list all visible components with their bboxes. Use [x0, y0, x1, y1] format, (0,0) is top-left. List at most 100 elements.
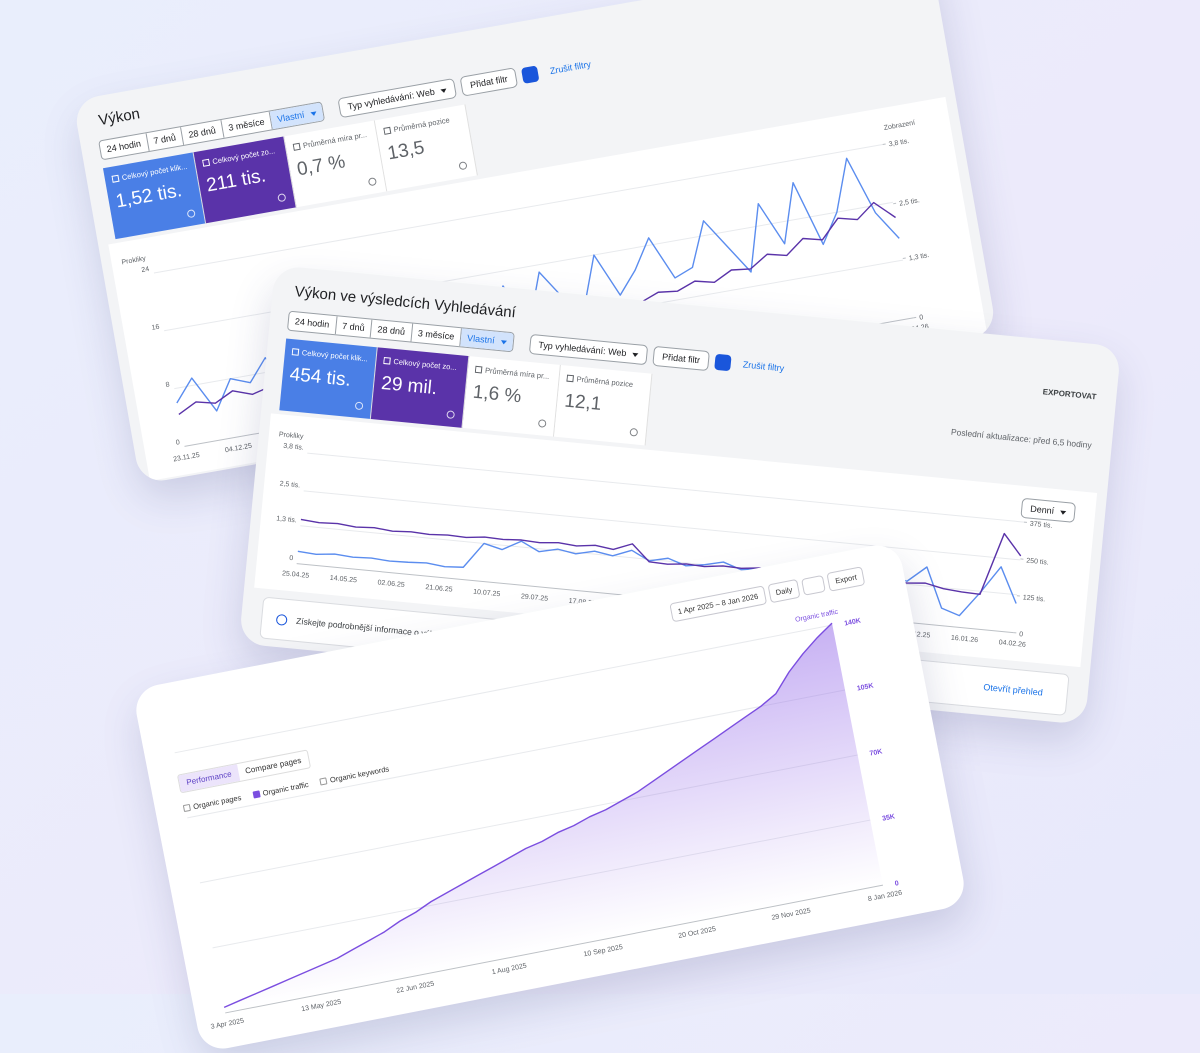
metric-card[interactable]: Průměrná pozice 12,1 [554, 365, 652, 445]
add-filter[interactable]: Přidat filtr [460, 67, 519, 96]
export-button[interactable]: EXPORTOVAT [1042, 387, 1096, 401]
range-chip[interactable]: Vlastní [270, 103, 324, 130]
x-tick-label: 14.05.25 [329, 575, 357, 585]
metric-label-text: Celkový počet zo... [393, 357, 457, 372]
filter-icon[interactable] [714, 354, 731, 371]
open-report[interactable]: Otevřít přehled [983, 682, 1043, 698]
x-tick-label: 3 Apr 2025 [210, 1018, 245, 1031]
tick-mark [913, 317, 916, 318]
range-chip[interactable]: Vlastní [460, 328, 513, 351]
filter-chip[interactable]: Typ vyhledávání: Web [528, 334, 648, 365]
checkbox [293, 143, 301, 151]
checkbox-box [183, 804, 191, 812]
left-axis-label: Prokliky [121, 255, 147, 266]
clear-filters[interactable]: Zrušit filtry [742, 359, 784, 373]
x-tick-label: 29 Nov 2025 [771, 907, 811, 921]
metric-card[interactable]: Celkový počet klik...1,52 tis. [103, 152, 206, 239]
right-axis-label: Zobrazení [883, 120, 915, 132]
range-chip[interactable]: 24 hodin [99, 133, 149, 159]
grid-line [300, 526, 1017, 595]
range-chip[interactable]: 24 hodin [288, 312, 337, 334]
y-tick-label: 140K [844, 618, 862, 628]
x-tick-label: 20 Oct 2025 [678, 926, 717, 940]
x-tick-label: 22 Jun 2025 [396, 981, 435, 995]
help-icon [446, 410, 455, 419]
help-icon [187, 209, 196, 218]
metric-value: 0,7 % [295, 146, 375, 181]
y2-tick-label: 125 tis. [1022, 594, 1045, 603]
tick-mark [893, 203, 896, 204]
x-tick-label: 10.07.25 [473, 589, 501, 599]
tick-mark [903, 258, 906, 259]
metric-value: 454 tis. [289, 364, 368, 393]
range-chip[interactable]: 28 dnů [181, 120, 224, 145]
y2-tick-label: 250 tis. [1026, 558, 1049, 567]
range-chip[interactable]: 7 dnů [335, 316, 372, 337]
help-icon [458, 161, 467, 170]
x-tick-label: 1 Aug 2025 [491, 963, 527, 977]
y-tick-label: 70K [869, 748, 883, 757]
metric-card[interactable]: Celkový počet klik...454 tis. [279, 339, 377, 419]
metric-label: Celkový počet klik... [292, 347, 370, 363]
series-label: Organic traffic [795, 609, 839, 624]
y2-tick-label: 0 [919, 314, 924, 322]
help-icon [277, 193, 286, 202]
checkbox [111, 175, 119, 183]
y-tick-label: 0 [175, 439, 180, 447]
add-filter[interactable]: Přidat filtr [652, 346, 710, 371]
x-tick-label: 23.11.25 [173, 452, 201, 464]
metric-value: 12,1 [563, 391, 642, 420]
metric-label: Celkový počet zo... [383, 356, 461, 372]
filter-icon[interactable] [521, 65, 540, 84]
y-tick-label: 1,3 tis. [276, 515, 297, 524]
help-icon [629, 428, 638, 437]
metric-card[interactable]: Celkový počet zo...29 mil. [371, 347, 469, 427]
y-tick-label: 8 [165, 381, 170, 389]
y2-tick-label: 375 tis. [1029, 521, 1052, 530]
y2-tick-label: 1,3 tis. [908, 252, 930, 262]
checkbox [202, 159, 210, 167]
metric-label: Průměrná míra pr... [475, 365, 553, 381]
metric-value: 29 mil. [380, 373, 459, 402]
range-chip[interactable]: 3 měsíce [221, 111, 273, 137]
y-tick-label: 24 [141, 266, 150, 274]
clear-filters[interactable]: Zrušit filtry [549, 59, 592, 76]
y2-tick-label: 3,8 tis. [888, 138, 910, 148]
grid-line [307, 453, 1024, 522]
metric-card[interactable]: Celkový počet zo...211 tis. [194, 136, 297, 223]
y-tick-label: 16 [151, 324, 160, 332]
metric-value: 211 tis. [205, 162, 285, 197]
series-line [300, 466, 1023, 598]
x-tick-label: 8 Jan 2026 [867, 890, 902, 904]
y-tick-label: 35K [882, 813, 896, 822]
help-icon [368, 177, 377, 186]
x-tick-label: 04.02.26 [998, 639, 1026, 649]
x-tick-label: 04.12.25 [225, 443, 253, 455]
x-tick-label: 29.07.25 [521, 593, 549, 603]
range-chip[interactable]: 3 měsíce [411, 324, 462, 347]
y-tick-label: 0 [894, 880, 899, 888]
info-icon [276, 614, 288, 626]
checkbox [383, 127, 391, 135]
metric-value: 1,52 tis. [114, 178, 194, 213]
y-tick-label: 105K [856, 683, 874, 693]
x-tick-label: 13 May 2025 [301, 999, 342, 1014]
range-chip[interactable]: 7 dnů [146, 127, 184, 151]
metric-card[interactable]: Průměrná míra pr...0,7 % [284, 120, 387, 207]
range-chip[interactable]: 28 dnů [371, 320, 413, 342]
y-tick-label: 0 [289, 555, 294, 562]
help-icon [538, 419, 547, 428]
metric-label-text: Průměrná pozice [576, 375, 633, 389]
x-tick-label: 10 Sep 2025 [583, 944, 623, 958]
metric-label: Průměrná pozice [566, 374, 644, 390]
metric-label-text: Celkový počet zo... [212, 146, 276, 166]
metric-label-text: Průměrná míra pr... [302, 130, 367, 150]
help-icon [355, 401, 364, 410]
checkbox [383, 357, 391, 365]
checkbox [292, 348, 300, 356]
metric-card[interactable]: Průměrná míra pr...1,6 % [462, 356, 560, 436]
page: {"cards":[ {"title":"Výkon","ranges":["2… [0, 0, 1200, 994]
y2-tick-label: 0 [1019, 631, 1024, 638]
y-tick-label: 2,5 tis. [279, 481, 300, 490]
